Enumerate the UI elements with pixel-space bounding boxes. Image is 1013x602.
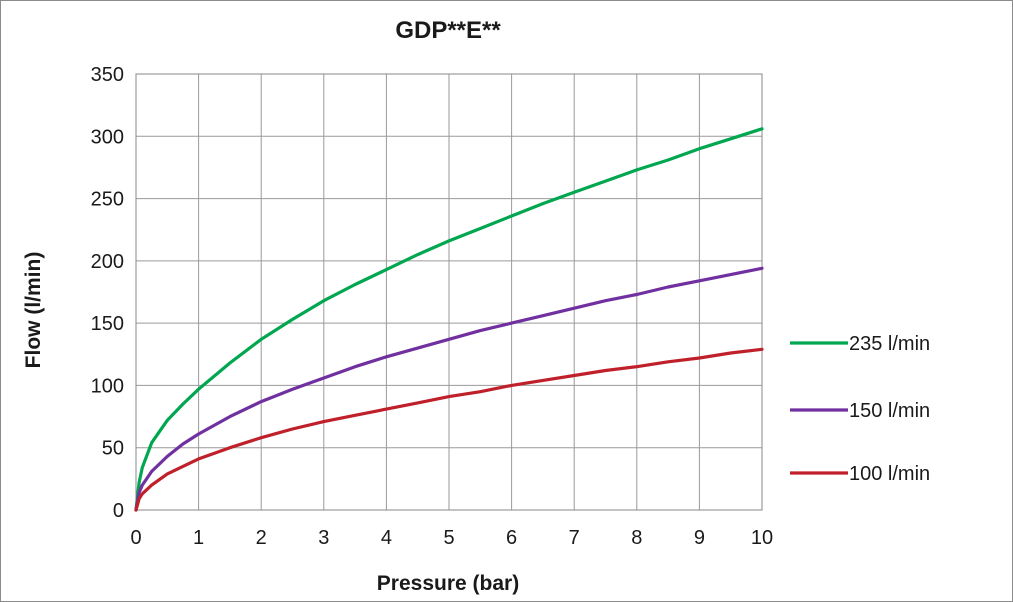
x-tick-label: 6: [506, 527, 517, 549]
y-axis-title: Flow (l/min): [22, 252, 45, 369]
y-tick-label: 0: [113, 500, 124, 522]
y-tick-label: 50: [102, 438, 124, 460]
series-line-3: [134, 347, 764, 512]
x-tick-label: 2: [256, 527, 267, 549]
x-tick-label: 3: [318, 527, 329, 549]
x-tick-label: 9: [694, 527, 705, 549]
grid-lines: [135, 73, 763, 511]
x-tick-label: 7: [569, 527, 580, 549]
legend-label-1: 235 l/min: [849, 333, 930, 355]
series-lines: [134, 127, 764, 512]
x-tick-label: 0: [130, 527, 141, 549]
plot-area-border: [135, 73, 763, 511]
y-tick-label: 350: [91, 64, 124, 86]
x-tick-label: 4: [381, 527, 392, 549]
y-tick-label: 150: [91, 313, 124, 335]
x-tick-label: 5: [443, 527, 454, 549]
x-tick-label: 10: [751, 527, 773, 549]
x-axis-title: Pressure (bar): [377, 572, 519, 595]
y-tick-label: 200: [91, 251, 124, 273]
y-tick-label: 100: [91, 375, 124, 397]
legend-label-2: 150 l/min: [849, 400, 930, 422]
chart-title: GDP**E**: [395, 17, 501, 44]
legend: 235 l/min 150 l/min 100 l/min: [790, 333, 930, 485]
x-tick-label: 8: [631, 527, 642, 549]
legend-label-3: 100 l/min: [849, 463, 930, 485]
series-line-2: [134, 266, 764, 512]
x-tick-label: 1: [193, 527, 204, 549]
y-tick-label: 250: [91, 189, 124, 211]
y-tick-label: 300: [91, 126, 124, 148]
series-line-1: [134, 127, 764, 512]
